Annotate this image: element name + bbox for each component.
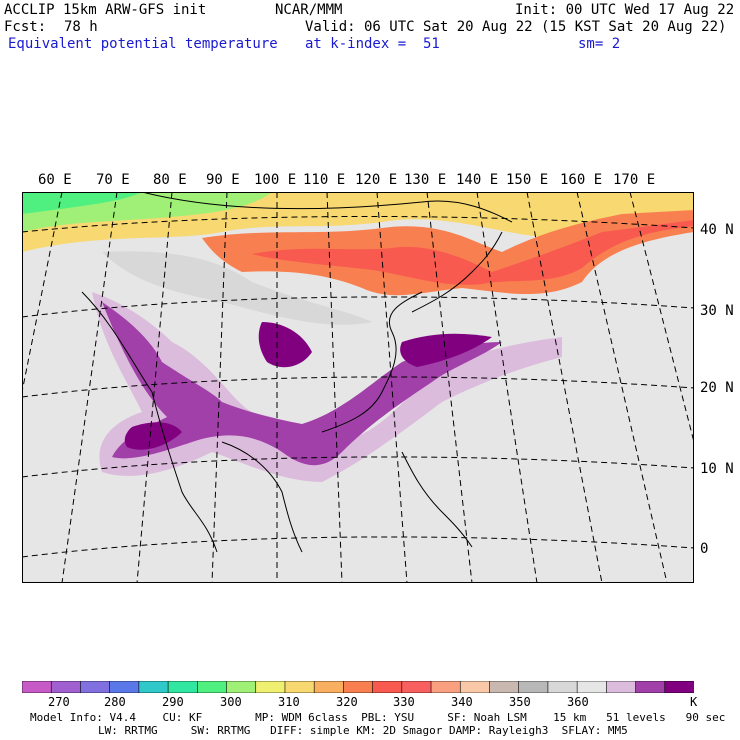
colorbar-segment — [255, 681, 286, 693]
colorbar-segment — [80, 681, 111, 693]
lon-label: 90 E — [206, 172, 240, 188]
smoothing-label: sm= 2 — [578, 36, 621, 52]
colorbar-tick: 310 — [278, 695, 300, 709]
colorbar-tick: 290 — [162, 695, 184, 709]
lon-label: 140 E — [456, 172, 499, 188]
colorbar-segment — [489, 681, 520, 693]
colorbar-segment — [635, 681, 666, 693]
colorbar-tick: 270 — [48, 695, 70, 709]
model-title: ACCLIP 15km ARW-GFS init — [4, 2, 207, 18]
colorbar — [22, 681, 694, 693]
colorbar-segment — [576, 681, 608, 693]
colorbar-segment — [372, 681, 403, 693]
org-label: NCAR/MMM — [275, 2, 343, 18]
colorbar-segment — [547, 681, 578, 693]
model-info-line-2: LW: RRTMG SW: RRTMG DIFF: simple KM: 2D … — [98, 724, 628, 737]
grey-band — [102, 251, 372, 325]
field-name: Equivalent potential temperature — [8, 36, 278, 52]
lat-label: 0 — [700, 541, 709, 557]
colorbar-segment — [343, 681, 374, 693]
lat-lon-grid — [22, 192, 694, 583]
colorbar-tick: 360 — [567, 695, 589, 709]
colorbar-unit: K — [690, 695, 698, 709]
colorbar-tick: 300 — [220, 695, 242, 709]
colorbar-segment — [138, 681, 169, 693]
colorbar-segment — [22, 681, 53, 693]
lon-label: 60 E — [38, 172, 72, 188]
colorbar-segment — [401, 681, 432, 693]
lat-label: 30 N — [700, 303, 734, 319]
lat-label: 10 N — [700, 461, 734, 477]
lon-label: 110 E — [303, 172, 346, 188]
lon-label: 170 E — [613, 172, 656, 188]
level-index: at k-index = 51 — [305, 36, 440, 52]
colorbar-segment — [664, 681, 694, 693]
forecast-hours: 78 h — [64, 19, 98, 35]
colorbar-tick: 350 — [509, 695, 531, 709]
equivalent-potential-temperature-map — [22, 192, 694, 583]
colorbar-segment — [226, 681, 257, 693]
lat-label: 40 N — [700, 222, 734, 238]
init-time: Init: 00 UTC Wed 17 Aug 22 — [515, 2, 735, 18]
colorbar-segment — [109, 681, 140, 693]
colorbar-segment — [313, 681, 345, 693]
map-frame — [22, 192, 694, 583]
colorbar-tick: 330 — [393, 695, 415, 709]
colorbar-segment — [518, 681, 549, 693]
moist-plume-mid — [102, 302, 502, 466]
colorbar-segment — [430, 681, 462, 693]
warm-band-orange — [202, 210, 694, 296]
moist-core-1 — [258, 322, 312, 368]
warm-band-red — [252, 220, 694, 285]
model-info-line-1: Model Info: V4.4 CU: KF MP: WDM 6class P… — [30, 711, 726, 724]
coastlines — [81, 192, 513, 553]
lat-label: 20 N — [700, 380, 734, 396]
colorbar-tick: 280 — [104, 695, 126, 709]
colorbar-segment — [167, 681, 199, 693]
lon-label: 150 E — [506, 172, 549, 188]
lon-label: 160 E — [560, 172, 603, 188]
cool-band-lightgreen — [22, 192, 142, 214]
colorbar-tick: 320 — [336, 695, 358, 709]
colorbar-segment — [606, 681, 637, 693]
colorbar-tick: 340 — [451, 695, 473, 709]
lon-label: 130 E — [404, 172, 447, 188]
moist-core-2 — [400, 333, 492, 367]
colorbar-segment — [459, 681, 491, 693]
lon-label: 80 E — [153, 172, 187, 188]
lon-label: 70 E — [96, 172, 130, 188]
colorbar-segment — [50, 681, 82, 693]
lon-label: 100 E — [254, 172, 297, 188]
colorbar-segment — [197, 681, 228, 693]
colorbar-segment — [284, 681, 315, 693]
lon-label: 120 E — [355, 172, 398, 188]
forecast-label: Fcst: — [4, 19, 47, 35]
valid-time: Valid: 06 UTC Sat 20 Aug 22 (15 KST Sat … — [305, 19, 727, 35]
moist-core-3 — [124, 422, 182, 450]
